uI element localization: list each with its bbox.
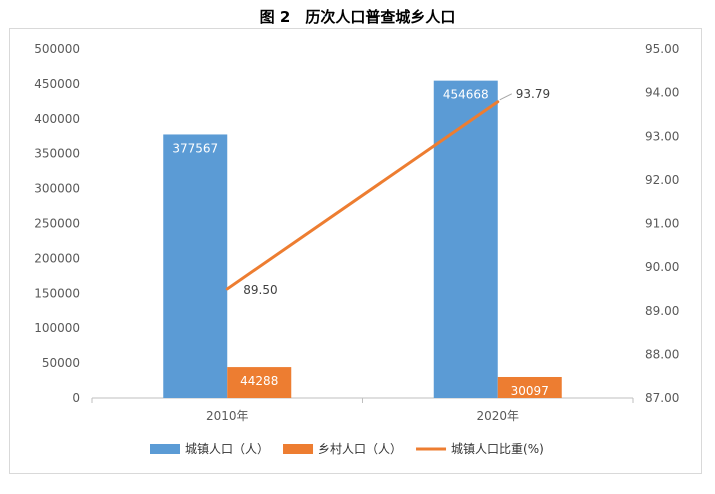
x-tick-label: 2010年 bbox=[206, 409, 249, 423]
y-right-tick-label: 92.00 bbox=[645, 173, 679, 187]
bar-data-label: 377567 bbox=[172, 141, 218, 155]
bar bbox=[163, 134, 228, 398]
legend-swatch bbox=[283, 444, 314, 454]
y-left-tick-label: 150000 bbox=[34, 286, 80, 300]
y-left-tick-label: 0 bbox=[72, 391, 80, 405]
y-right-tick-label: 91.00 bbox=[645, 217, 679, 231]
chart-title: 图 2 历次人口普查城乡人口 bbox=[259, 8, 456, 26]
bar bbox=[497, 376, 562, 398]
legend-label: 乡村人口（人） bbox=[318, 442, 402, 456]
y-right-tick-label: 94.00 bbox=[645, 86, 679, 100]
y-left-tick-label: 350000 bbox=[34, 147, 80, 161]
x-tick-label: 2020年 bbox=[476, 409, 519, 423]
legend-label: 城镇人口（人） bbox=[185, 442, 269, 456]
y-left-tick-label: 300000 bbox=[34, 182, 80, 196]
legend-label: 城镇人口比重(%) bbox=[451, 442, 544, 456]
chart-frame bbox=[9, 28, 702, 474]
y-right-tick-label: 87.00 bbox=[645, 391, 679, 405]
y-left-tick-label: 450000 bbox=[34, 77, 80, 91]
line-data-label: 89.50 bbox=[243, 283, 277, 297]
bar-data-label: 30097 bbox=[511, 384, 549, 398]
series-line bbox=[225, 100, 500, 291]
line-label-leader bbox=[499, 93, 512, 101]
bar bbox=[433, 80, 498, 399]
y-left-tick-label: 200000 bbox=[34, 251, 80, 265]
legend-swatch bbox=[150, 444, 180, 454]
bar-data-label: 44288 bbox=[240, 374, 278, 388]
y-right-tick-label: 90.00 bbox=[645, 260, 679, 274]
y-left-tick-label: 400000 bbox=[34, 112, 80, 126]
y-left-tick-label: 100000 bbox=[34, 321, 80, 335]
y-right-tick-label: 88.00 bbox=[645, 347, 679, 361]
y-right-tick-label: 93.00 bbox=[645, 129, 679, 143]
bar bbox=[227, 367, 292, 398]
y-left-tick-label: 250000 bbox=[34, 217, 80, 231]
y-right-tick-label: 89.00 bbox=[645, 304, 679, 318]
y-left-tick-label: 500000 bbox=[34, 42, 80, 56]
y-right-tick-label: 95.00 bbox=[645, 42, 679, 56]
y-left-tick-label: 50000 bbox=[42, 356, 80, 370]
line-data-label: 93.79 bbox=[516, 87, 550, 101]
bar-data-label: 454668 bbox=[443, 88, 489, 102]
